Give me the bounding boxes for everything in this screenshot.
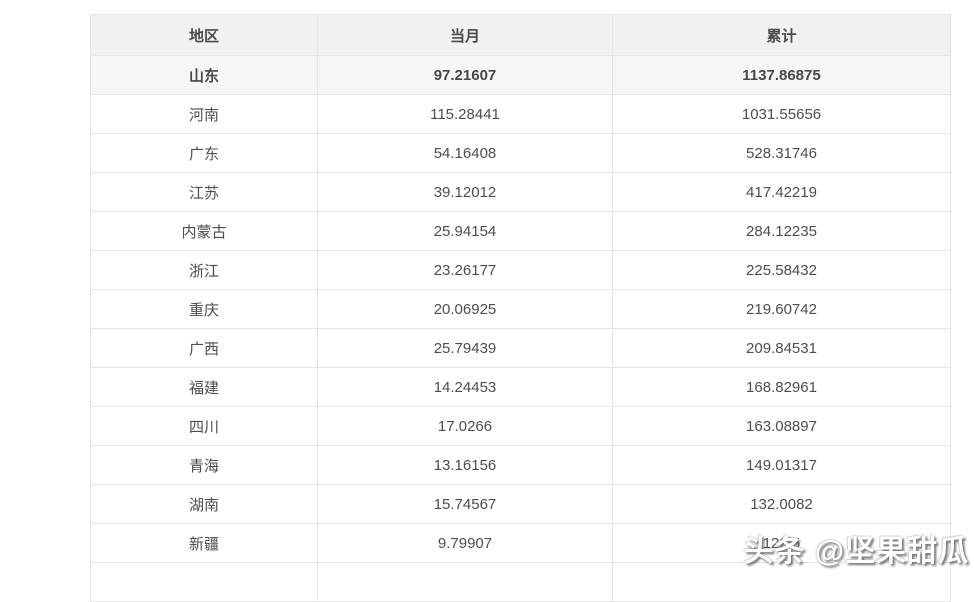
column-header-region: 地区 [90, 14, 318, 56]
cell-region: 浙江 [90, 250, 318, 290]
column-header-current-month: 当月 [317, 14, 613, 56]
cell-cumulative: 132.0082 [612, 484, 951, 524]
cell-current-month: 39.12012 [317, 172, 613, 212]
cell-region: 新疆 [90, 523, 318, 563]
cell-empty [612, 562, 951, 602]
cell-region: 河南 [90, 94, 318, 134]
table-row: 河南 115.28441 1031.55656 [90, 94, 951, 134]
cell-current-month: 25.94154 [317, 211, 613, 251]
cell-region: 青海 [90, 445, 318, 485]
cell-cumulative: 1031.55656 [612, 94, 951, 134]
table-header-row: 地区 当月 累计 [90, 14, 951, 56]
cell-current-month: 13.16156 [317, 445, 613, 485]
cell-cumulative: 225.58432 [612, 250, 951, 290]
cell-cumulative: 284.12235 [612, 211, 951, 251]
table-row: 江苏 39.12012 417.42219 [90, 172, 951, 212]
cell-cumulative: 129.5 [612, 523, 951, 563]
cell-cumulative: 1137.86875 [612, 55, 951, 95]
cell-current-month: 97.21607 [317, 55, 613, 95]
table-body: 山东 97.21607 1137.86875 河南 115.28441 1031.5565… [90, 55, 951, 602]
cell-region: 湖南 [90, 484, 318, 524]
cell-current-month: 15.74567 [317, 484, 613, 524]
table-row: 新疆 9.79907 129.5 [90, 523, 951, 563]
cell-region: 福建 [90, 367, 318, 407]
cell-region: 广西 [90, 328, 318, 368]
cell-current-month: 9.79907 [317, 523, 613, 563]
table-row: 湖南 15.74567 132.0082 [90, 484, 951, 524]
cell-cumulative: 168.82961 [612, 367, 951, 407]
cell-empty [90, 562, 318, 602]
cell-current-month: 115.28441 [317, 94, 613, 134]
cell-cumulative: 528.31746 [612, 133, 951, 173]
cell-region: 山东 [90, 55, 318, 95]
data-table: 地区 当月 累计 山东 97.21607 1137.86875 河南 115.28441… [90, 14, 951, 602]
cell-region: 广东 [90, 133, 318, 173]
table-row: 四川 17.0266 163.08897 [90, 406, 951, 446]
table-row: 山东 97.21607 1137.86875 [90, 55, 951, 95]
table-row: 广西 25.79439 209.84531 [90, 328, 951, 368]
cell-cumulative: 209.84531 [612, 328, 951, 368]
cell-cumulative: 417.42219 [612, 172, 951, 212]
table-row: 青海 13.16156 149.01317 [90, 445, 951, 485]
cell-region: 江苏 [90, 172, 318, 212]
cell-region: 内蒙古 [90, 211, 318, 251]
cell-cumulative: 163.08897 [612, 406, 951, 446]
cell-current-month: 14.24453 [317, 367, 613, 407]
table-row: 重庆 20.06925 219.60742 [90, 289, 951, 329]
cell-cumulative: 219.60742 [612, 289, 951, 329]
cell-current-month: 20.06925 [317, 289, 613, 329]
cell-cumulative: 149.01317 [612, 445, 951, 485]
cell-region: 重庆 [90, 289, 318, 329]
cell-current-month: 54.16408 [317, 133, 613, 173]
table-row: 福建 14.24453 168.82961 [90, 367, 951, 407]
table-row: 内蒙古 25.94154 284.12235 [90, 211, 951, 251]
table-row: 浙江 23.26177 225.58432 [90, 250, 951, 290]
cell-region: 四川 [90, 406, 318, 446]
cell-current-month: 17.0266 [317, 406, 613, 446]
table-row-partial [90, 562, 951, 602]
column-header-cumulative: 累计 [612, 14, 951, 56]
cell-empty [317, 562, 613, 602]
cell-current-month: 25.79439 [317, 328, 613, 368]
cell-current-month: 23.26177 [317, 250, 613, 290]
table-row: 广东 54.16408 528.31746 [90, 133, 951, 173]
